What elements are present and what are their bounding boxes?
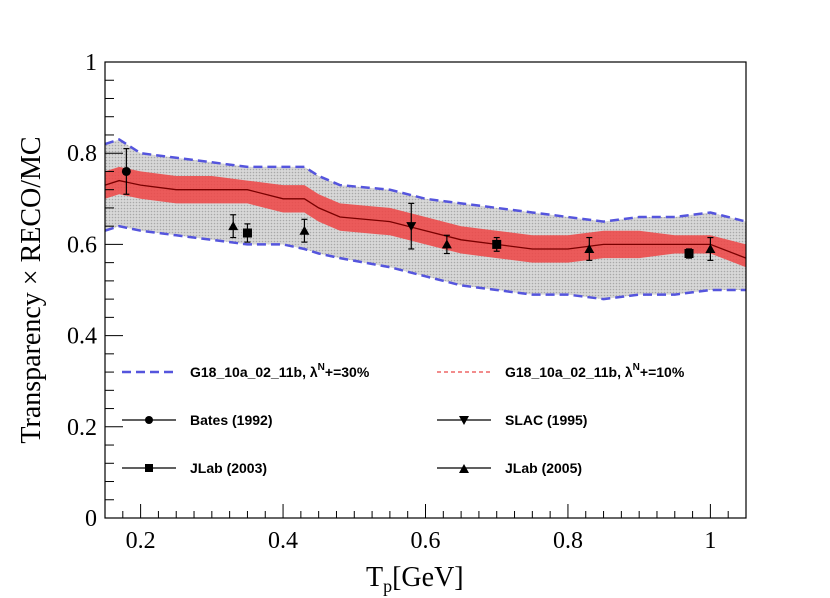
legend-entry-slac: SLAC (1995) [505, 412, 587, 428]
y-tick-label: 0.8 [67, 141, 97, 167]
y-tick-label: 0.4 [67, 324, 97, 350]
x-tick-label: 0.4 [268, 528, 298, 554]
legend-entry-jlab2003: JLab (2003) [190, 460, 267, 476]
data-point-bates-1992 [121, 148, 131, 195]
legend-entry-band-30: G18_10a_02_11b, λN+=30% [190, 362, 370, 380]
data-point-jlab-2005 [705, 236, 716, 261]
data-point-jlab-2003 [492, 236, 502, 252]
legend-marker-bates [145, 416, 153, 424]
legend-marker-jlab2003 [145, 464, 153, 472]
uncertainty-bands [104, 138, 747, 301]
y-tick-label: 0 [85, 506, 97, 532]
data-point-jlab-2005 [584, 236, 595, 261]
x-axis-ticks: 0.2 0.4 0.6 0.8 1 [104, 504, 747, 554]
band-30-upper-edge [104, 138, 747, 223]
legend-marker-slac [459, 416, 469, 425]
x-tick-label: 0.8 [553, 528, 583, 554]
marker-triangle-up [228, 221, 239, 231]
data-point-slac-1995 [406, 202, 417, 250]
legend-marker-jlab2005 [459, 464, 469, 473]
marker-square [492, 239, 502, 249]
marker-triangle-up [584, 243, 595, 253]
x-tick-label: 0.6 [411, 528, 441, 554]
data-point-jlab-2005 [299, 218, 310, 243]
legend: G18_10a_02_11b, λN+=30% G18_10a_02_11b, … [122, 362, 685, 476]
data-point-jlab-2003 [242, 223, 252, 243]
band-10-percent [105, 166, 746, 268]
x-tick-label: 1 [704, 528, 716, 554]
marker-triangle-up [299, 225, 310, 235]
y-axis-ticks: 0 0.2 0.4 0.6 0.8 1 [67, 50, 123, 532]
y-tick-label: 0.2 [67, 415, 97, 441]
data-point-jlab-2003 [684, 248, 694, 259]
marker-triangle-down [406, 222, 417, 232]
y-tick-label: 1 [85, 50, 97, 76]
central-line [104, 179, 747, 259]
band-30-lower-edge [104, 224, 746, 301]
marker-square [684, 249, 694, 259]
marker-triangle-up [441, 239, 452, 249]
y-axis-label: Transparency × RECO/MC [16, 136, 47, 443]
data-points [121, 148, 716, 261]
marker-circle [121, 166, 131, 176]
legend-entry-bates: Bates (1992) [190, 412, 273, 428]
marker-square [242, 228, 252, 238]
legend-entry-jlab2005: JLab (2005) [505, 460, 582, 476]
x-axis-label: Tp[GeV] [366, 562, 464, 596]
marker-triangle-up [705, 243, 716, 253]
data-point-jlab-2005 [228, 214, 239, 239]
x-tick-label: 0.2 [126, 528, 156, 554]
legend-entry-band-10: G18_10a_02_11b, λN+=10% [505, 362, 685, 380]
y-tick-label: 0.6 [67, 232, 97, 258]
data-point-jlab-2005 [441, 234, 452, 255]
